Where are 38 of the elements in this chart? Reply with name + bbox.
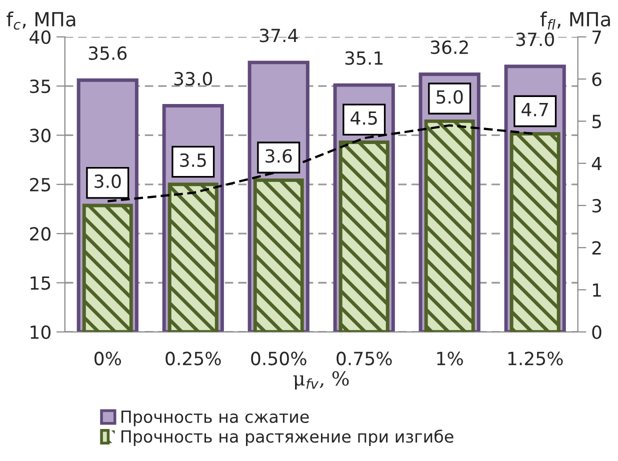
data-label: 37.4 [260, 28, 298, 42]
y2-tick-label: 2 [592, 241, 601, 254]
y2-tick-label: 1 [593, 283, 601, 297]
data-label: 5.0 [436, 90, 463, 104]
data-label: 35.6 [88, 46, 127, 60]
y-tick-label: 30 [30, 128, 50, 142]
x-tick-label: 0% [94, 352, 121, 366]
data-label: 37.0 [516, 32, 554, 46]
x-tick-label: 0.25% [166, 352, 221, 366]
data-label: 3.6 [266, 149, 292, 163]
y2-tick-label: 7 [592, 30, 601, 44]
y-axis-title: f$_{c}$, МПа [6, 12, 76, 30]
data-label: 3.5 [180, 153, 206, 168]
data-label: 3.0 [94, 174, 121, 188]
x-tick-label: 1% [437, 352, 463, 366]
data-label: 33.0 [174, 72, 212, 86]
data-label: 4.7 [522, 103, 548, 116]
x-tick-label: 1.25% [508, 352, 563, 366]
y-tick-label: 25 [30, 178, 50, 192]
y2-axis-title: f$_{fl}$, МПа [540, 12, 610, 30]
data-label: 36.2 [430, 40, 468, 54]
y-tick-label: 10 [30, 325, 50, 340]
y2-tick-label: 6 [592, 72, 602, 86]
y-tick-label: 40 [30, 30, 50, 44]
y-tick-label: 35 [30, 80, 50, 94]
y-tick-label: 20 [30, 227, 50, 241]
data-label: 35.1 [345, 51, 383, 65]
data-label: 4.5 [350, 111, 377, 125]
x-tick-label: 0.50% [251, 352, 306, 366]
legend-label: Прочность на сжатие [121, 410, 309, 426]
legend-label: Прочность на растяжение при изгибе [121, 430, 454, 446]
x-tick-label: 0.75% [336, 352, 392, 366]
x-axis-title: μ$_{fv}$, % [293, 371, 349, 390]
y2-tick-label: 4 [592, 157, 602, 170]
y2-tick-label: 5 [592, 114, 601, 128]
y-tick-label: 15 [30, 276, 50, 290]
y2-tick-label: 3 [592, 198, 602, 213]
y2-tick-label: 0 [592, 325, 602, 340]
